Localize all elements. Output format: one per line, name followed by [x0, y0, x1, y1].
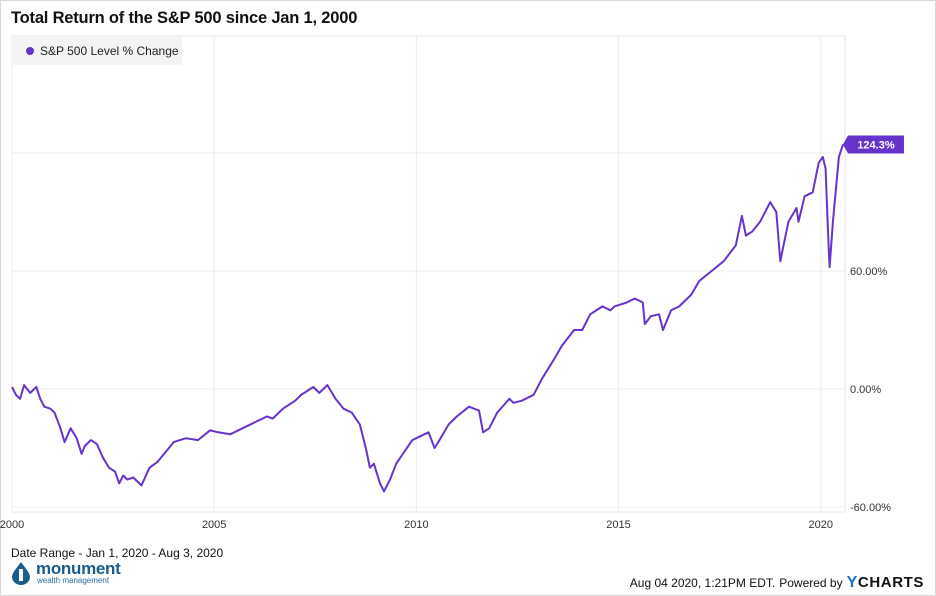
x-tick-label: 2015	[606, 519, 630, 531]
logo-subtitle: wealth management	[37, 576, 110, 585]
monument-logo: monument wealth management	[10, 559, 140, 587]
ycharts-brand[interactable]: YCHARTS	[847, 574, 924, 592]
x-tick-label: 2000	[0, 519, 24, 531]
last-value-label: 124.3%	[857, 140, 895, 152]
legend-marker	[26, 47, 34, 55]
logo-name: monument	[36, 559, 121, 578]
footer-credit: Aug 04 2020, 1:21PM EDT. Powered by YCHA…	[630, 574, 924, 592]
legend[interactable]: S&P 500 Level % Change	[12, 37, 182, 65]
series-line	[11, 144, 844, 493]
legend-label: S&P 500 Level % Change	[40, 44, 179, 58]
x-tick-label: 2005	[202, 519, 226, 531]
y-tick-label: -60.00%	[850, 502, 891, 514]
timestamp-text: Aug 04 2020, 1:21PM EDT.	[629, 576, 776, 590]
ycharts-brand-y: Y	[846, 574, 858, 591]
last-value-badge: 124.3%	[842, 135, 904, 154]
date-range-text: Date Range - Jan 1, 2020 - Aug 3, 2020	[11, 546, 224, 560]
chart-title: Total Return of the S&P 500 since Jan 1,…	[11, 9, 358, 27]
ycharts-brand-rest: CHARTS	[857, 574, 924, 591]
logo-drop-icon	[12, 562, 30, 585]
x-tick-label: 2020	[808, 519, 832, 531]
last-value-badge-bg	[842, 135, 904, 154]
y-tick-label: 0.00%	[850, 384, 881, 396]
powered-by-text: Powered by	[779, 576, 843, 590]
plot-area	[11, 35, 846, 513]
x-tick-label: 2010	[404, 519, 428, 531]
y-tick-label: 60.00%	[850, 266, 888, 278]
